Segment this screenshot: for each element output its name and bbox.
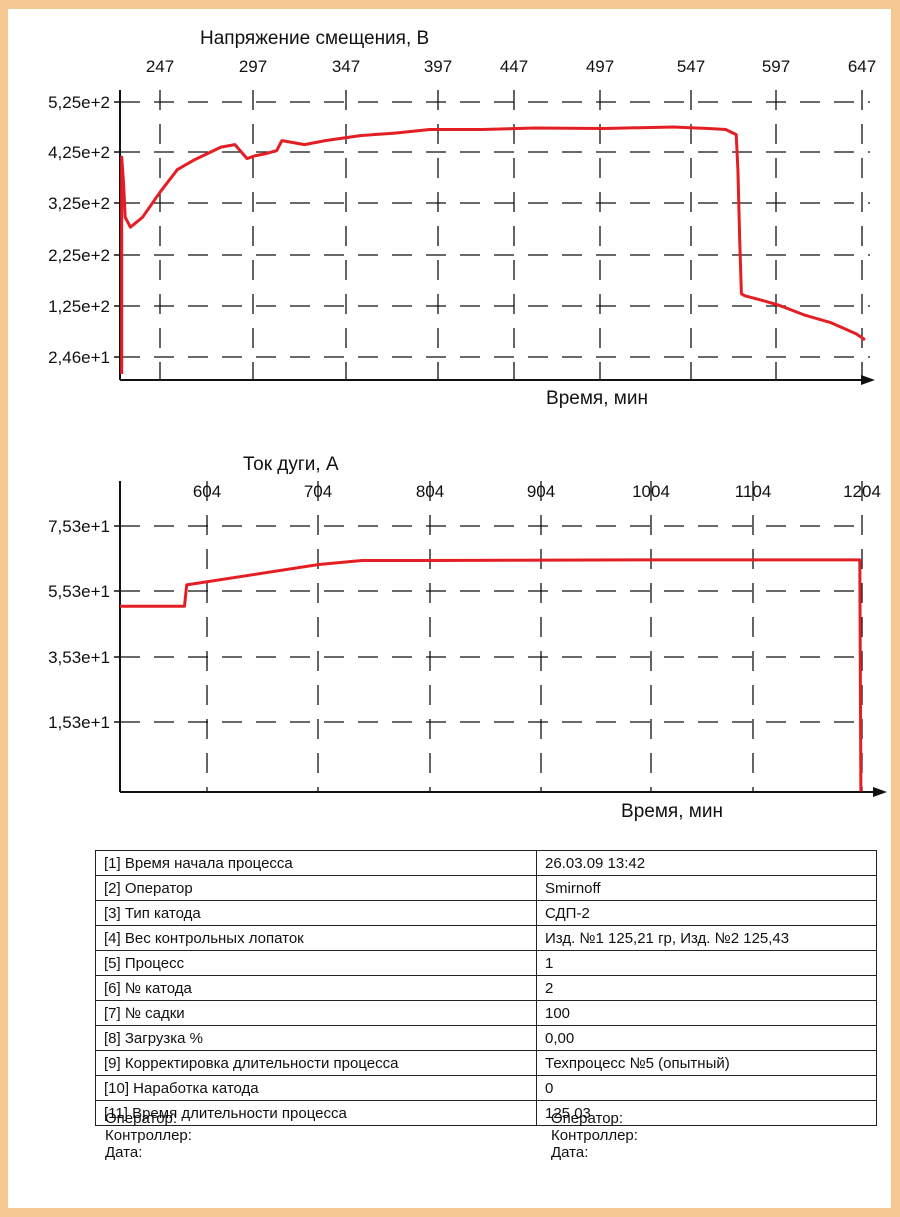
table-value-cell: 0,00 [536,1025,877,1051]
chart-title: Напряжение смещения, В [200,28,429,49]
table-key-cell: [3] Тип катода [95,900,537,926]
table-key-cell: [11] Время длительности процесса [95,1100,537,1126]
table-value-cell: Техпроцесс №5 (опытный) [536,1050,877,1076]
x-axis-label: Время, мин [546,388,648,409]
y-tick-label: 2,25e+2 [48,246,110,265]
table-key-cell: [4] Вес контрольных лопаток [95,925,537,951]
table-row: [4] Вес контрольных лопаток Изд. №1 125,2… [95,925,877,951]
y-tick-label: 5,53e+1 [48,582,110,601]
table-key-cell: [9] Корректировка длительности процесса [95,1050,537,1076]
x-tick-label: 247 [146,57,174,76]
x-tick-label: 704 [304,482,332,501]
table-row: [6] № катода 2 [95,975,877,1001]
controller-sign-label: Контроллер: [551,1127,638,1144]
table-row: [3] Тип катода СДП-2 [95,900,877,926]
y-tick-label: 3,53e+1 [48,648,110,667]
table-row: [1] Время начала процесса 26.03.09 13:42 [95,850,877,876]
y-tick-label: 3,25e+2 [48,194,110,213]
x-axis-label: Время, мин [621,801,723,822]
chart-1: Напряжение смещения, В Время, мин 247 297 34… [48,28,876,409]
x-tick-label: 547 [677,57,705,76]
y-tick-label: 1,25e+2 [48,297,110,316]
series-line [120,558,863,792]
operator-sign-label: Оператор: [551,1110,624,1127]
y-tick-label: 5,25e+2 [48,93,110,112]
table-value-cell: 100 [536,1000,877,1026]
table-value-cell: 1 [536,950,877,976]
date-sign-label: Дата: [105,1144,143,1161]
table-row: [8] Загрузка % 0,00 [95,1025,877,1051]
x-tick-label: 1104 [735,482,772,501]
x-tick-label: 397 [424,57,452,76]
table-key-cell: [5] Процесс [95,950,537,976]
table-key-cell: [6] № катода [95,975,537,1001]
x-tick-label: 604 [193,482,221,501]
table-row: [9] Корректировка длительности процесса Т… [95,1050,877,1076]
series-line [120,125,866,374]
operator-sign-label: Оператор: [105,1110,178,1127]
x-tick-label: 1004 [632,482,670,501]
controller-sign-label: Контроллер: [105,1127,192,1144]
charts-canvas: Напряжение смещения, В Время, мин 247 297 34… [48,28,887,822]
y-tick-label: 1,53e+1 [48,713,110,732]
y-tick-label: 4,25e+2 [48,143,110,162]
table-row: [10] Наработка катода 0 [95,1075,877,1101]
x-tick-label: 904 [527,482,555,501]
y-tick-label: 2,46e+1 [48,348,110,367]
x-tick-label: 804 [416,482,444,501]
chart-title: Ток дуги, А [243,454,339,475]
chart-2: Ток дуги, А Время, мин 604 704 804 904 1004 110… [48,454,887,822]
y-tick-label: 7,53e+1 [48,517,110,536]
x-axis-arrow [873,787,887,797]
table-key-cell: [10] Наработка катода [95,1075,537,1101]
process-info-table: [1] Время начала процесса 26.03.09 13:42[… [95,850,877,1126]
table-key-cell: [8] Загрузка % [95,1025,537,1051]
x-tick-label: 497 [586,57,614,76]
table-key-cell: [2] Оператор [95,875,537,901]
signature-block-right: Оператор: Контроллер: Дата: [551,1110,638,1161]
x-tick-label: 597 [762,57,790,76]
table-key-cell: [7] № садки [95,1000,537,1026]
table-key-cell: [1] Время начала процесса [95,850,537,876]
table-value-cell: Smirnoff [536,875,877,901]
table-value-cell: 125,03 [536,1100,877,1126]
x-tick-label: 647 [848,57,876,76]
table-row: [5] Процесс 1 [95,950,877,976]
signature-block-left: Оператор: Контроллер: Дата: [105,1110,192,1161]
x-tick-label: 447 [500,57,528,76]
table-row: [7] № садки 100 [95,1000,877,1026]
table-value-cell: СДП-2 [536,900,877,926]
table-row: [11] Время длительности процесса 125,03 [95,1100,877,1126]
date-sign-label: Дата: [551,1144,589,1161]
x-tick-label: 1204 [843,482,881,501]
x-axis-arrow [861,375,875,385]
table-value-cell: Изд. №1 125,21 гр, Изд. №2 125,43 [536,925,877,951]
x-tick-label: 297 [239,57,267,76]
table-value-cell: 2 [536,975,877,1001]
table-value-cell: 0 [536,1075,877,1101]
table-row: [2] Оператор Smirnoff [95,875,877,901]
x-tick-label: 347 [332,57,360,76]
table-value-cell: 26.03.09 13:42 [536,850,877,876]
